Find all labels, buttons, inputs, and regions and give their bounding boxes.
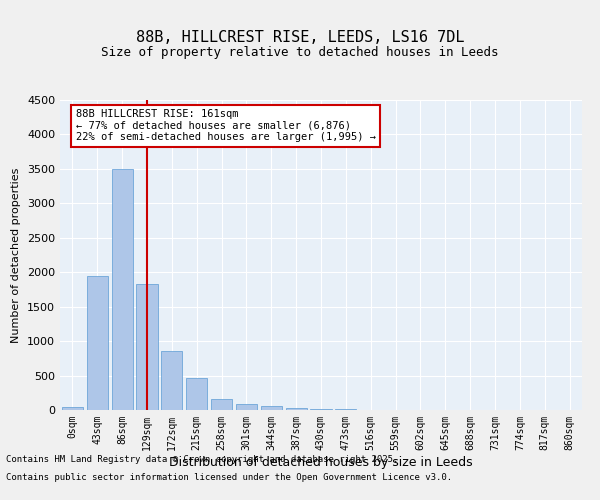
Text: 88B, HILLCREST RISE, LEEDS, LS16 7DL: 88B, HILLCREST RISE, LEEDS, LS16 7DL [136, 30, 464, 45]
Bar [87, 276, 108, 410]
Bar [112, 169, 133, 410]
Text: Contains HM Land Registry data © Crown copyright and database right 2025.: Contains HM Land Registry data © Crown c… [6, 455, 398, 464]
Text: Size of property relative to detached houses in Leeds: Size of property relative to detached ho… [101, 46, 499, 59]
Y-axis label: Number of detached properties: Number of detached properties [11, 168, 22, 342]
Bar [211, 398, 232, 410]
Bar [286, 408, 307, 410]
Text: 88B HILLCREST RISE: 161sqm
← 77% of detached houses are smaller (6,876)
22% of s: 88B HILLCREST RISE: 161sqm ← 77% of deta… [76, 110, 376, 142]
Text: Contains public sector information licensed under the Open Government Licence v3: Contains public sector information licen… [6, 472, 452, 482]
Bar [310, 409, 332, 410]
Bar [136, 284, 158, 410]
Bar [62, 406, 83, 410]
Bar [161, 352, 182, 410]
X-axis label: Distribution of detached houses by size in Leeds: Distribution of detached houses by size … [169, 456, 473, 468]
Bar [236, 404, 257, 410]
Bar [261, 406, 282, 410]
Bar [186, 378, 207, 410]
